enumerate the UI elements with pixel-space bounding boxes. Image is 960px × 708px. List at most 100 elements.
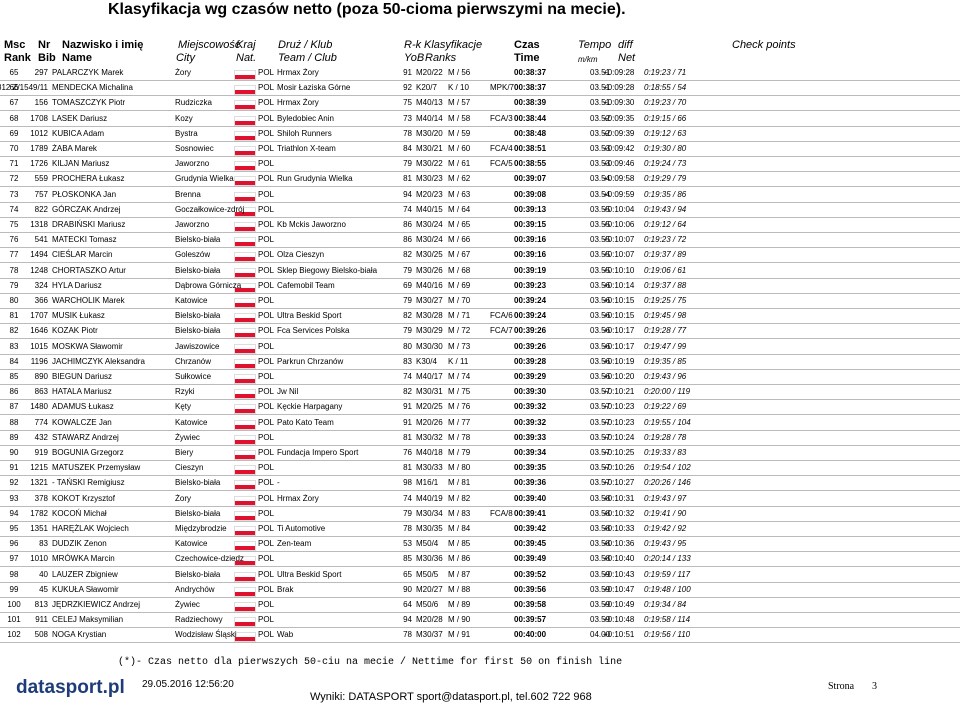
cell-cat-rank: M / 59: [448, 128, 471, 138]
cell-yob: 82: [403, 387, 412, 397]
cell-name: HYLA Dariusz: [52, 280, 102, 290]
cell-bib: 1707: [30, 311, 48, 321]
cell-net: 0:19:22 / 69: [644, 402, 687, 412]
cell-team: Parkrun Chrzanów: [277, 356, 344, 366]
cell-nat: POL: [258, 144, 275, 153]
cell-diff: +0:10:07: [603, 235, 635, 245]
cell-cat-rank: M / 83: [448, 508, 471, 518]
cell-name: BIEGUN Dariusz: [52, 372, 113, 381]
cell-diff: +0:10:06: [603, 220, 635, 229]
cell-name: KUKUŁA Sławomir: [52, 584, 119, 594]
cell-yob: 81: [403, 432, 412, 442]
cell-cat-rank: M / 65: [448, 220, 471, 229]
cell-nat: POL: [258, 174, 275, 184]
cell-net: 0:19:28 / 77: [644, 326, 687, 336]
cell-rank: 65: [9, 68, 19, 77]
cell-diff: +0:10:40: [603, 554, 635, 564]
cell-nat: POL: [258, 113, 275, 123]
cell-pace: 03.56: [590, 280, 611, 290]
cell-team: Cafemobil Team: [277, 280, 335, 290]
cell-pace: 03.56: [590, 356, 611, 366]
cell-team: Hrmax Żory: [277, 493, 319, 503]
cell-rank: 69: [9, 128, 19, 138]
cell-pace: 03.56: [590, 372, 611, 381]
cell-net: 0:19:25 / 75: [644, 296, 687, 305]
column-header: Check points: [732, 39, 796, 51]
cell-yob: 81: [403, 463, 412, 473]
cell-nat: POL: [258, 493, 275, 503]
cell-pace: 03.58: [590, 493, 611, 503]
cell-nat: POL: [258, 387, 275, 397]
cell-pace: 03.55: [590, 265, 611, 275]
cell-cat: K30/4: [416, 356, 437, 366]
cell-time: 00:39:58: [514, 600, 547, 609]
cell-time: 00:39:42: [514, 524, 547, 533]
row-separator: [0, 627, 960, 629]
cell-yob: 92: [403, 83, 412, 93]
cell-team: Byledobiec Anin: [277, 113, 334, 123]
cell-rank: 72: [9, 174, 19, 184]
row-separator: [0, 171, 960, 173]
cell-rank: 80: [9, 296, 19, 305]
cell-cat: M30/30: [416, 341, 443, 351]
cell-cat: M30/20: [416, 128, 443, 138]
cell-net: 0:18:55 / 54: [644, 83, 687, 93]
cell-cat-rank: M / 62: [448, 174, 471, 184]
cell-name: PŁOSKONKA Jan: [52, 189, 117, 199]
cell-cat: M30/35: [416, 524, 443, 533]
cell-time: 00:39:26: [514, 341, 547, 351]
cell-yob: 91: [403, 417, 412, 427]
cell-team: Zen-team: [277, 539, 312, 549]
cell-net: 0:19:35 / 85: [644, 356, 687, 366]
cell-cat: M30/27: [416, 296, 443, 305]
cell-name: KILJAN Mariusz: [52, 159, 110, 169]
cell-cat-rank: M / 75: [448, 387, 471, 397]
row-separator: [0, 95, 960, 97]
row-separator: [0, 368, 960, 370]
cell-cat-rank: M / 70: [448, 296, 471, 305]
cell-city: Radziechowy: [175, 615, 223, 625]
cell-city: Kęty: [175, 402, 192, 412]
cell-diff: +0:10:48: [603, 615, 635, 625]
row-separator: [0, 475, 960, 477]
column-header-en: City: [176, 52, 195, 64]
cell-city: Goczałkowice-zdrój: [175, 204, 245, 214]
cell-nat: POL: [258, 98, 275, 108]
cell-name: ŻABA Marek: [52, 144, 97, 153]
cell-city: Bielsko-biała: [175, 478, 221, 488]
cell-net: 0:19:43 / 95: [644, 539, 687, 549]
flag: [234, 146, 256, 156]
flag: [234, 161, 256, 172]
cell-net: 0:19:23 / 70: [644, 98, 687, 108]
cell-cat: M30/29: [416, 326, 443, 336]
row-separator: [0, 125, 960, 127]
cell-time: 00:39:57: [514, 615, 547, 625]
cell-diff: +0:10:47: [603, 584, 635, 594]
cell-rank: 91: [9, 463, 19, 473]
cell-yob: 65: [403, 569, 412, 579]
flag: [234, 206, 256, 217]
cell-bib: 1012: [30, 128, 48, 138]
flag: [234, 571, 256, 582]
cell-yob: 79: [403, 326, 412, 336]
row-separator: [0, 596, 960, 598]
flag: [234, 100, 256, 111]
cell-city: Bielsko-biała: [175, 265, 221, 275]
cell-name: DRABIŃSKI Mariusz: [52, 220, 126, 229]
cell-bib: 1480: [30, 402, 48, 412]
cell-diff: +0:10:24: [603, 432, 635, 442]
cell-cat-rank: M / 79: [448, 448, 471, 457]
cell-diff: +0:09:28: [603, 83, 635, 93]
cell-cat: M40/13: [416, 98, 443, 108]
cell-nat: POL: [258, 630, 275, 640]
cell-pace: 03.57: [590, 463, 611, 473]
cell-city: Jawiszowice: [175, 341, 220, 351]
cell-yob: 86: [403, 235, 412, 245]
cell-net: 0:19:43 / 96: [644, 372, 687, 381]
cell-rank: 75: [9, 220, 19, 229]
cell-diff: +0:10:21: [603, 387, 635, 397]
cell-diff: +0:10:49: [603, 600, 635, 609]
cell-net: 0:19:15 / 66: [644, 113, 687, 123]
cell-team: Triathlon X-team: [277, 144, 336, 153]
flag: [234, 389, 256, 400]
